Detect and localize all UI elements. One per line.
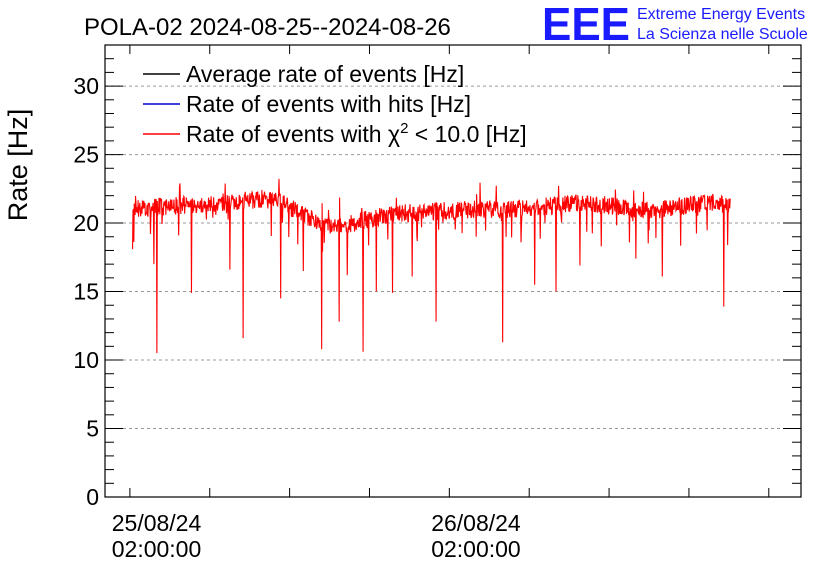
x-tick-label-date: 25/08/24 — [112, 510, 202, 536]
legend: Average rate of events [Hz] Rate of even… — [143, 61, 527, 147]
y-tick-label: 25 — [73, 142, 99, 168]
series-line-chi2 — [132, 178, 731, 354]
logo-mark: EEE — [542, 0, 630, 50]
chart-title: POLA-02 2024-08-25--2024-08-26 — [84, 14, 451, 41]
y-tick-label: 10 — [73, 347, 99, 373]
y-tick-label: 5 — [86, 416, 99, 442]
legend-label-hits: Rate of events with hits [Hz] — [186, 91, 471, 117]
x-tick-label-time: 02:00:00 — [431, 536, 521, 562]
y-tick-label: 30 — [73, 73, 99, 99]
legend-chi2-suffix: < 10.0 [Hz] — [408, 121, 526, 147]
y-tick-label: 0 — [86, 484, 99, 510]
x-tick-label-time: 02:00:00 — [112, 536, 202, 562]
y-axis-label: Rate [Hz] — [3, 109, 33, 222]
legend-chi2-symbol: χ — [388, 121, 400, 147]
plot-frame — [104, 44, 802, 498]
grid — [105, 85, 801, 430]
y-tick-label: 20 — [73, 210, 99, 236]
eee-logo: EEE Extreme Energy Events La Scienza nel… — [542, 0, 808, 50]
y-tick-label: 15 — [73, 279, 99, 305]
legend-label-average: Average rate of events [Hz] — [186, 61, 464, 87]
legend-label-chi2: Rate of events with χ2 < 10.0 [Hz] — [186, 120, 527, 147]
legend-chi2-sup: 2 — [400, 120, 408, 137]
logo-line1: Extreme Energy Events — [637, 6, 805, 23]
legend-chi2-prefix: Rate of events with — [186, 121, 388, 147]
y-tick-labels: 0 5 10 15 20 25 30 — [73, 73, 99, 510]
x-tick-label-date: 26/08/24 — [431, 510, 521, 536]
logo-line2: La Scienza nelle Scuole — [637, 26, 808, 43]
